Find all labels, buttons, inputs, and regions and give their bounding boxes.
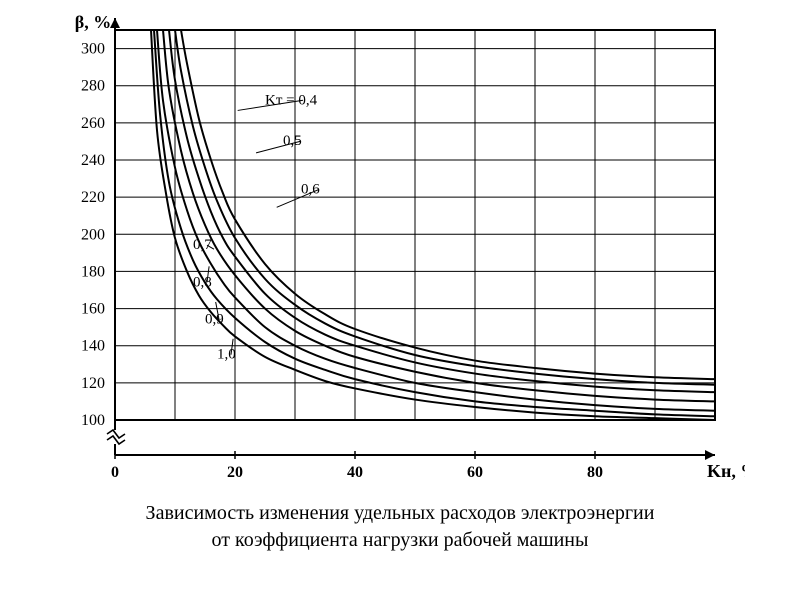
y-tick-label: 260 [81,115,105,132]
y-tick-label: 280 [81,78,105,95]
caption-line1: Зависимость изменения удельных расходов … [146,502,655,524]
y-tick-label: 220 [81,189,105,206]
curve-label: 1,0 [217,347,236,363]
y-tick-label: 300 [81,41,105,58]
caption-line2: от коэффициента нагрузки рабочей машины [212,529,589,551]
curve-label: 0,5 [283,133,302,149]
curve-label: Kт = 0,4 [265,92,318,108]
y-tick-label: 180 [81,263,105,280]
y-axis-label: β, % [75,12,111,32]
x-tick-label: 20 [227,464,243,481]
x-axis-label: Kн, % [707,461,745,481]
curve-label: 0,8 [193,274,212,290]
y-tick-label: 100 [81,412,105,429]
x-tick-label: 40 [347,464,363,481]
y-tick-label: 120 [81,375,105,392]
y-tick-label: 160 [81,301,105,318]
x-tick-label: 60 [467,464,483,481]
curve-label: 0,7 [193,237,212,253]
chart: 100 120 140 160 180 200 220 240 260 280 300 β, % 0 20… [55,10,745,490]
chart-caption: Зависимость изменения удельных расходов … [0,500,800,554]
curve-label: 0,9 [205,311,224,327]
curve-label: 0,6 [301,181,320,197]
y-tick-label: 200 [81,226,105,243]
x-tick-label: 0 [111,464,119,481]
x-tick-label: 80 [587,464,603,481]
y-tick-label: 240 [81,152,105,169]
y-tick-label: 140 [81,338,105,355]
